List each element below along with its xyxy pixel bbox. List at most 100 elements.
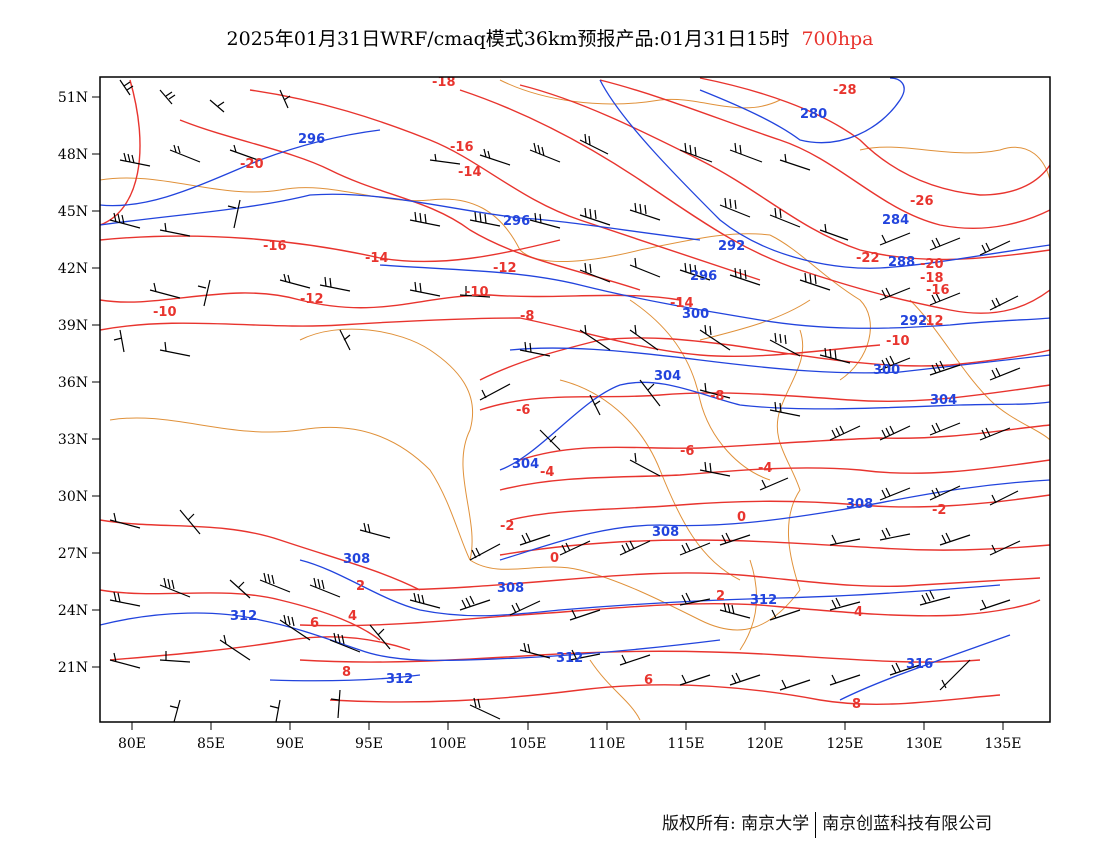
copyright-left: 版权所有: 南京大学 [662,814,810,834]
temp-label: -16 [926,283,950,298]
country-borders [100,79,1050,721]
height-label: 288 [888,255,915,270]
temp-label: -6 [680,444,694,459]
temp-label: -12 [920,314,944,329]
temp-label: -4 [540,465,554,480]
title-level: 700hpa [801,28,874,50]
lon-label: 125E [827,736,864,752]
height-labels: 296 296 292 296 300 304 304 308 308 308 … [230,107,957,687]
temp-label: -18 [432,75,456,90]
temp-label: -16 [450,140,474,155]
height-label: 296 [298,132,325,147]
height-label: 308 [497,581,524,596]
height-label: 312 [230,609,257,624]
lat-label: 42N [58,261,88,277]
temp-label: -12 [300,292,324,307]
height-label: 296 [503,214,530,229]
map-frame [99,76,1051,723]
lat-label: 48N [58,147,88,163]
temperature-labels: -18 -16 -14 -20 -16 -14 -12 -12 -10 -10 … [153,75,950,712]
lon-label: 100E [430,736,467,752]
lon-labels: 80E 85E 90E 95E 100E 105E 110E 115E 120E… [118,736,1022,752]
temp-label: 2 [716,589,725,604]
temp-label: 4 [348,609,357,624]
height-label: 300 [873,363,900,378]
temp-label: -18 [920,271,944,286]
lat-label: 45N [58,204,88,220]
height-label: 304 [654,369,681,384]
height-label: 316 [906,657,933,672]
temp-label: 4 [854,605,863,620]
chart-title: 2025年01月31日WRF/cmaq模式36km预报产品:01月31日15时 7… [0,24,1100,51]
temp-label: -14 [365,251,389,266]
height-label: 296 [690,269,717,284]
lat-label: 51N [58,90,88,106]
footer-divider [815,811,817,838]
lat-label: 39N [58,318,88,334]
temp-label: -10 [465,285,489,300]
height-label: 308 [846,497,873,512]
temp-label: -16 [263,239,287,254]
copyright-right: 南京创蓝科技有限公司 [822,814,993,834]
temp-label: -10 [153,305,177,320]
lon-label: 130E [906,736,943,752]
temp-label: -12 [493,261,517,276]
height-label: 308 [652,525,679,540]
temp-label: -14 [458,165,482,180]
temp-label: -6 [516,403,530,418]
lon-label: 120E [747,736,784,752]
temp-label: -22 [856,251,880,266]
temp-label: -28 [833,83,857,98]
height-label: 312 [386,672,413,687]
lat-label: 33N [58,432,88,448]
temp-label: 8 [342,665,351,680]
lon-label: 95E [355,736,383,752]
lat-label: 21N [58,660,88,676]
height-label: 304 [512,457,539,472]
temp-label: 2 [356,579,365,594]
temp-label: -14 [670,296,694,311]
temp-label: -4 [758,461,772,476]
temp-label: -10 [886,334,910,349]
lon-label: 90E [276,736,304,752]
height-label: 308 [343,552,370,567]
temp-label: 6 [644,673,653,688]
lat-label: 36N [58,375,88,391]
temp-label: -8 [520,309,534,324]
lat-ticks [92,96,100,668]
height-label: 304 [930,393,957,408]
height-label: 312 [556,651,583,666]
wind-barbs [109,79,1021,722]
temperature-contours [100,77,1050,705]
temp-label: 0 [737,510,746,525]
temp-label: 0 [550,551,559,566]
height-contours [100,77,1050,701]
height-label: 292 [718,239,745,254]
temp-label: -2 [500,519,514,534]
height-label: 284 [882,213,909,228]
lon-label: 135E [985,736,1022,752]
lon-label: 80E [118,736,146,752]
temp-label: 8 [852,697,861,712]
lon-label: 115E [668,736,705,752]
temp-label: -20 [240,157,264,172]
height-label: 292 [900,314,927,329]
temp-label: -2 [932,503,946,518]
lat-label: 27N [58,546,88,562]
temp-label: -20 [920,257,944,272]
lon-ticks [131,722,1004,730]
lat-label: 24N [58,603,88,619]
height-label: 312 [750,593,777,608]
lon-label: 110E [589,736,626,752]
lat-labels: 51N 48N 45N 42N 39N 36N 33N 30N 27N 24N … [58,90,88,676]
height-label: 280 [800,107,827,122]
lon-label: 105E [510,736,547,752]
height-label: 300 [682,307,709,322]
lat-label: 30N [58,489,88,505]
map-area [100,77,1050,722]
lon-label: 85E [197,736,225,752]
temp-label: -8 [710,389,724,404]
temp-label: -26 [910,194,934,209]
temp-label: 6 [310,616,319,631]
